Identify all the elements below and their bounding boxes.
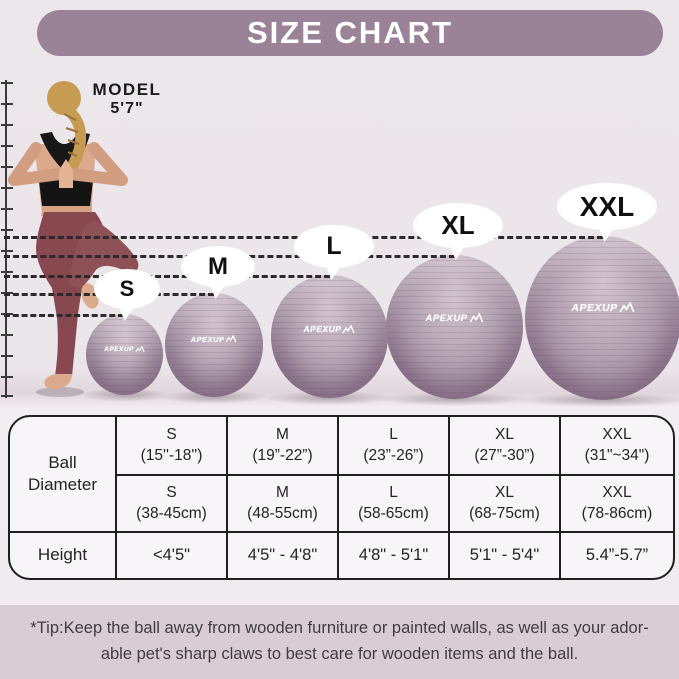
tip-text-line1: *Tip:Keep the ball away from wooden furn… (30, 619, 649, 638)
apexup-logo: APEXUP (525, 302, 679, 314)
ball-stripes (525, 236, 679, 400)
apexup-logo: APEXUP (86, 346, 163, 353)
bubble-tail (323, 264, 342, 281)
table-cell: L (23”-26”) (337, 417, 450, 476)
ball-shadow (263, 391, 395, 405)
height-guide-line-s (4, 314, 124, 317)
table-cell: XL (68-75cm) (448, 474, 561, 533)
bubble-tail (596, 226, 615, 243)
page-title: SIZE CHART (247, 15, 453, 50)
apexup-logo: APEXUP (386, 313, 523, 324)
bubble-tail (116, 305, 135, 322)
size-bubble-label: M (208, 252, 228, 280)
size-bubble-s: S (94, 269, 160, 322)
size-bubble-label: S (119, 276, 135, 301)
bubble-tail (447, 244, 466, 261)
apexup-logo-text: APEXUP (303, 324, 342, 335)
size-bubble-xxl: XXL (557, 183, 657, 243)
table-cell: 4'5" - 4'8" (226, 531, 339, 578)
mountain-icon (342, 324, 356, 334)
exercise-ball-l: APEXUP (271, 275, 388, 398)
size-bubble-label: XL (441, 210, 475, 240)
table-cell: M (48-55cm) (226, 474, 339, 533)
model-height-label: MODEL 5'7" (84, 80, 170, 118)
table-cell: 5'1" - 5'4" (448, 531, 561, 578)
table-cell: L (58-65cm) (337, 474, 450, 533)
table-cell: <4'5" (115, 531, 228, 578)
mountain-icon (619, 302, 635, 313)
title-banner: SIZE CHART (37, 10, 663, 56)
size-bubble-xl: XL (413, 203, 503, 261)
apexup-logo-text: APEXUP (104, 346, 134, 354)
ball-shadow (377, 392, 531, 406)
exercise-ball-xxl: APEXUP (525, 236, 679, 400)
mountain-icon (225, 335, 237, 343)
size-bubble-m: M (181, 246, 255, 300)
ball-shadow (80, 388, 170, 402)
model-label-line1: MODEL (92, 80, 162, 99)
table-cell: 4'8" - 5'1" (337, 531, 450, 578)
bubble-tail (207, 283, 226, 300)
table-cell: XXL (31"~34") (559, 417, 673, 476)
ball-stripes (86, 314, 163, 395)
table-cell: XL (27”-30”) (448, 417, 561, 476)
height-guide-line-l (4, 275, 330, 278)
apexup-logo: APEXUP (271, 324, 388, 334)
ball-stripes (386, 255, 523, 399)
table-cell: S (15''-18'') (115, 417, 228, 476)
table-row-header-height: Height (10, 531, 117, 578)
ball-stripes (165, 293, 263, 397)
mountain-icon (135, 346, 145, 353)
size-bubble-l: L (294, 225, 374, 281)
size-table: Ball Diameter S (15''-18'') M (19”-22”) L(… (8, 415, 675, 580)
apexup-logo-text: APEXUP (425, 312, 468, 324)
tip-band: *Tip:Keep the ball away from wooden furn… (0, 605, 679, 679)
exercise-ball-m: APEXUP (165, 293, 263, 397)
exercise-ball-xl: APEXUP (386, 255, 523, 399)
exercise-ball-s: APEXUP (86, 314, 163, 395)
table-cell: 5.4”-5.7” (559, 531, 673, 578)
apexup-logo-text: APEXUP (190, 334, 225, 344)
table-cell: M (19”-22”) (226, 417, 339, 476)
table-row-header-diameter: Ball Diameter (10, 417, 117, 533)
apexup-logo-text: APEXUP (571, 301, 618, 314)
tip-text-line2: able pet's sharp claws to best care for … (100, 645, 579, 663)
table-cell: XXL (78-86cm) (559, 474, 673, 533)
mountain-icon (469, 313, 483, 323)
size-bubble-label: L (326, 232, 342, 260)
ball-shadow (158, 390, 270, 404)
ball-stripes (271, 275, 388, 398)
size-bubble-label: XXL (579, 190, 635, 222)
table-cell: S (38-45cm) (116, 474, 228, 533)
ball-shadow (515, 393, 679, 407)
apexup-logo: APEXUP (165, 335, 263, 344)
model-label-line2: 5'7" (110, 99, 144, 117)
